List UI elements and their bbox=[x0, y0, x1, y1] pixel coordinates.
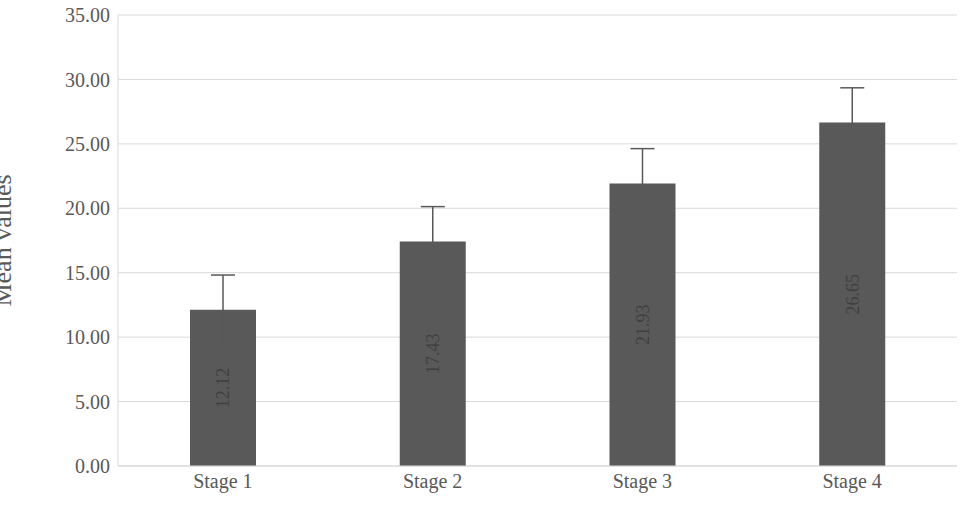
svg-text:Stage 2: Stage 2 bbox=[403, 470, 462, 493]
svg-text:Stage 3: Stage 3 bbox=[613, 470, 672, 493]
svg-text:12.12: 12.12 bbox=[213, 368, 233, 409]
svg-text:21.93: 21.93 bbox=[633, 304, 653, 345]
svg-text:10.00: 10.00 bbox=[65, 326, 110, 348]
svg-text:Mean values: Mean values bbox=[8, 174, 17, 306]
svg-text:20.00: 20.00 bbox=[65, 197, 110, 219]
svg-text:30.00: 30.00 bbox=[65, 69, 110, 91]
svg-text:15.00: 15.00 bbox=[65, 262, 110, 284]
svg-text:17.43: 17.43 bbox=[423, 333, 443, 374]
svg-text:5.00: 5.00 bbox=[75, 391, 110, 413]
svg-text:0.00: 0.00 bbox=[75, 455, 110, 477]
svg-text:35.00: 35.00 bbox=[65, 4, 110, 26]
svg-text:Stage 4: Stage 4 bbox=[822, 470, 881, 493]
svg-text:Stage 1: Stage 1 bbox=[193, 470, 252, 493]
svg-text:26.65: 26.65 bbox=[843, 274, 863, 315]
svg-text:25.00: 25.00 bbox=[65, 133, 110, 155]
